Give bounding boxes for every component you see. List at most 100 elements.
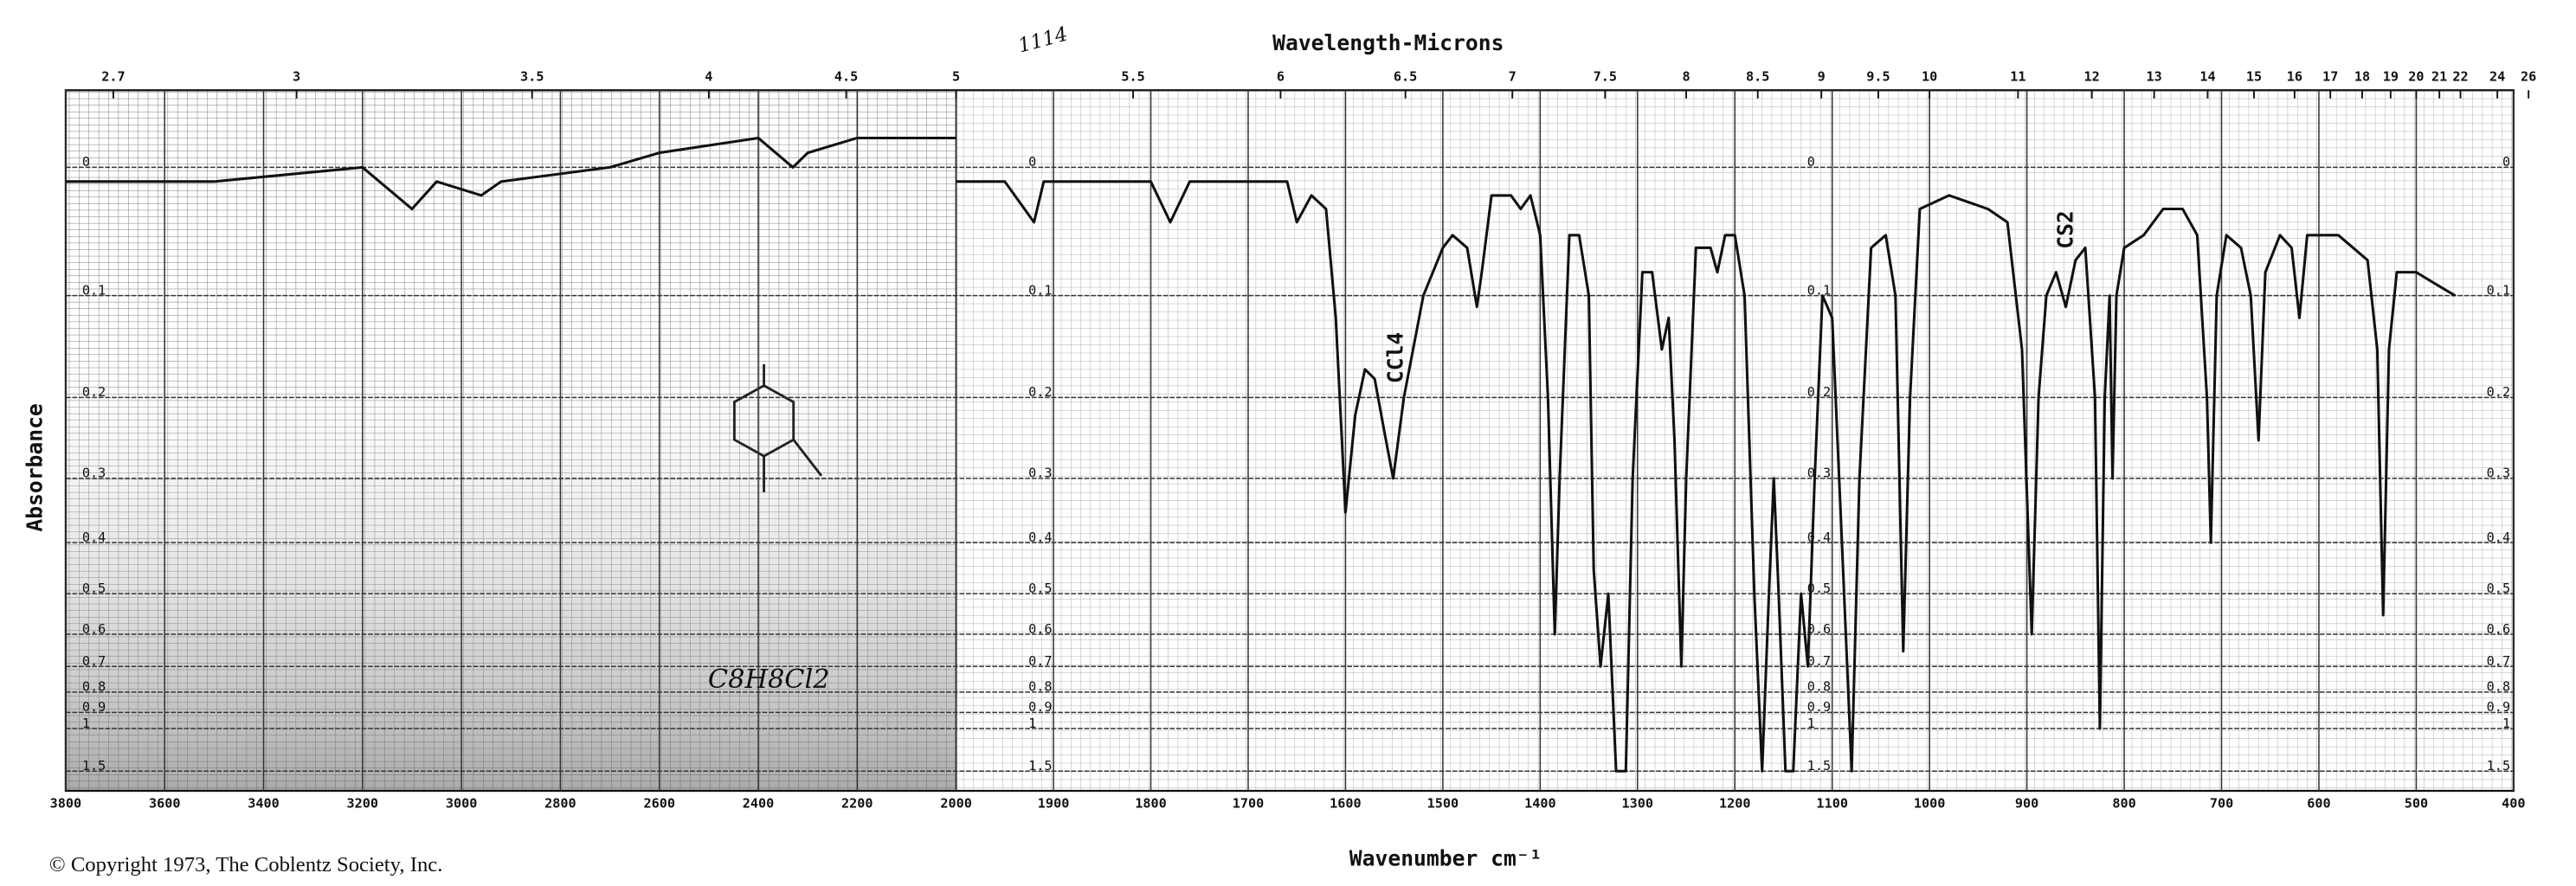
x-tick-label: 1100 (1816, 796, 1848, 812)
y-tick-label: 0.3 (1807, 465, 1831, 481)
x-tick-label: 900 (2015, 796, 2038, 812)
x-tick-label: 2800 (544, 796, 576, 812)
x-tick-label: 1400 (1524, 796, 1556, 812)
x2-tick-label: 5.5 (1121, 69, 1144, 85)
x-tick-label: 2000 (940, 796, 972, 812)
y-tick-label: 0.9 (82, 699, 106, 715)
y-tick-label: 0.6 (1807, 621, 1831, 637)
y-tick-label: 1 (2502, 716, 2510, 731)
x2-tick-label: 6.5 (1394, 69, 1417, 85)
y-tick-label: 0.5 (1807, 581, 1831, 596)
y-tick-label: 0.7 (1807, 653, 1831, 669)
annotation: C8H8Cl2 (708, 664, 830, 695)
x2-tick-label: 5 (952, 69, 960, 85)
x-tick-label: 3000 (446, 796, 478, 812)
x2-tick-label: 24 (2489, 69, 2505, 85)
y-tick-label: 0.6 (1028, 621, 1052, 637)
y-tick-label: 0.4 (82, 530, 106, 545)
x2-tick-label: 19 (2383, 69, 2399, 85)
x2-tick-label: 9.5 (1866, 69, 1890, 85)
x-tick-label: 2400 (743, 796, 775, 812)
x2-tick-label: 17 (2322, 69, 2338, 85)
y-tick-label: 1 (1807, 716, 1815, 731)
structure (732, 363, 823, 492)
x-tick-label: 800 (2112, 796, 2135, 812)
y-tick-label: 0.4 (1028, 530, 1052, 545)
y-tick-label: 0.1 (1028, 282, 1052, 298)
annotation: CS2 (2053, 210, 2078, 249)
x2-tick-label: 10 (1922, 69, 1937, 85)
y-tick-label: 1 (82, 716, 90, 731)
spectrum-line (956, 180, 2457, 773)
x2-tick-label: 4 (705, 69, 712, 85)
x2-tick-label: 2.7 (101, 69, 125, 85)
y-tick-label: 0.9 (1028, 699, 1052, 715)
y-tick-label: 0.3 (82, 465, 106, 481)
x-tick-label: 700 (2210, 796, 2233, 812)
y-tick-label: 0.3 (2487, 465, 2510, 481)
copyright: © Copyright 1973, The Coblentz Society, … (49, 853, 442, 876)
y-tick-label: 0.1 (2487, 282, 2510, 298)
x2-tick-label: 6 (1277, 69, 1285, 85)
x-tick-label: 1500 (1427, 796, 1459, 812)
x2-tick-label: 14 (2199, 69, 2215, 85)
annotation: 1114 (1016, 22, 1071, 57)
x-tick-label: 2200 (841, 796, 873, 812)
y-tick-label: 0.8 (82, 679, 106, 695)
y-tick-label: 0.7 (1028, 653, 1052, 669)
x-tick-label: 2600 (643, 796, 675, 812)
x2-tick-label: 15 (2246, 69, 2262, 85)
y-tick-label: 0.3 (1028, 465, 1052, 481)
y-tick-label: 0.8 (1028, 679, 1052, 695)
y-tick-label: 1.5 (1807, 758, 1831, 774)
y-tick-label: 0.2 (1028, 384, 1052, 400)
x-tick-label: 3600 (149, 796, 181, 812)
x2-tick-label: 4.5 (834, 69, 858, 85)
y-tick-label: 0.8 (1807, 679, 1831, 695)
y-tick-label: 0.7 (82, 653, 106, 669)
y-tick-label: 0.6 (82, 621, 106, 637)
x-tick-label: 1200 (1719, 796, 1751, 812)
x-tick-label: 3800 (50, 796, 82, 812)
annotation: CCl4 (1382, 332, 1407, 383)
spectrum-line (65, 136, 956, 211)
x2-tick-label: 8 (1682, 69, 1690, 85)
x2-tick-label: 16 (2287, 69, 2302, 85)
x-tick-label: 1700 (1233, 796, 1265, 812)
y-tick-label: 0 (2502, 154, 2510, 170)
y-tick-label: 0.8 (2487, 679, 2510, 695)
y-tick-label: 0.4 (2487, 530, 2510, 545)
y-tick-label: 1 (1028, 716, 1036, 731)
y-tick-label: 0.7 (2487, 653, 2510, 669)
x-tick-label: 1800 (1135, 796, 1167, 812)
x2-tick-label: 7 (1509, 69, 1517, 85)
y-tick-label: 1.5 (1028, 758, 1052, 774)
y-tick-label: 0.1 (1807, 282, 1831, 298)
x-tick-label: 1900 (1038, 796, 1070, 812)
x-axis-title: Wavenumber cm⁻¹ (1349, 846, 1542, 871)
x-tick-label: 3200 (347, 796, 379, 812)
y-tick-label: 0.4 (1807, 530, 1831, 545)
x-tick-label: 1000 (1914, 796, 1946, 812)
x2-tick-label: 8.5 (1746, 69, 1769, 85)
x2-tick-label: 11 (2010, 69, 2025, 85)
x-tick-label: 500 (2405, 796, 2428, 812)
x2-tick-label: 26 (2521, 69, 2536, 85)
x2-tick-label: 22 (2452, 69, 2468, 85)
x2-tick-label: 9 (1818, 69, 1826, 85)
y-axis-title: Absorbance (23, 403, 48, 531)
y-tick-label: 1.5 (82, 758, 106, 774)
x2-tick-label: 3.5 (520, 69, 544, 85)
x2-tick-label: 18 (2354, 69, 2370, 85)
x2-tick-label: 12 (2083, 69, 2099, 85)
x-tick-label: 3400 (248, 796, 280, 812)
y-tick-label: 0 (1807, 154, 1815, 170)
x-tick-label: 1600 (1330, 796, 1362, 812)
y-tick-label: 0.9 (1807, 699, 1831, 715)
y-tick-label: 0.2 (82, 384, 106, 400)
x2-tick-label: 13 (2147, 69, 2162, 85)
y-tick-label: 0.5 (1028, 581, 1052, 596)
y-tick-label: 0 (1028, 154, 1036, 170)
x-tick-label: 1300 (1622, 796, 1654, 812)
